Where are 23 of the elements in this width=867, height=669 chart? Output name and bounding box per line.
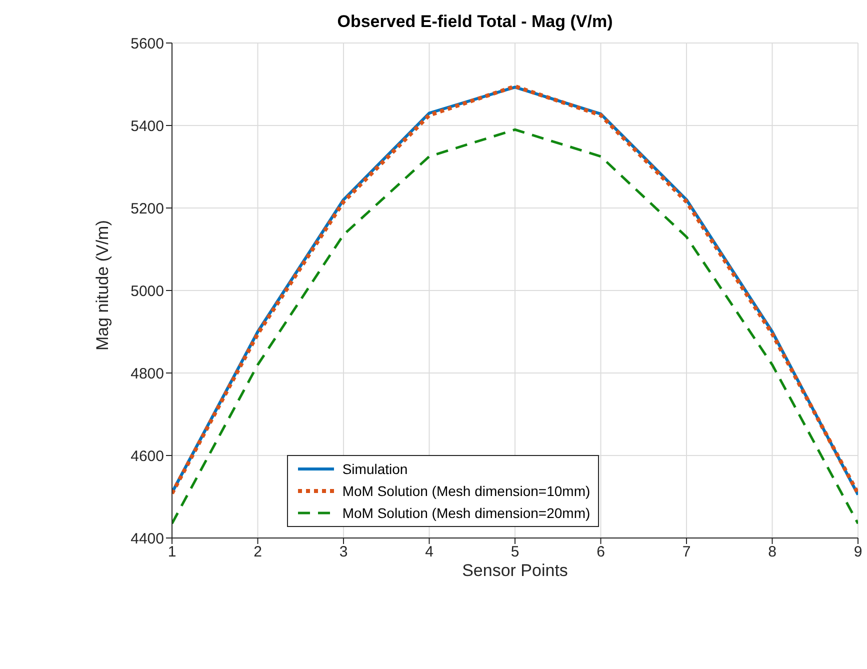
y-tick-label: 5000 <box>130 282 164 300</box>
line-series <box>172 128 858 525</box>
x-tick-label: 4 <box>425 544 434 561</box>
y-tick-label: 4600 <box>130 448 164 465</box>
x-axis-title: Sensor Points <box>462 561 568 580</box>
y-axis-title: Mag nitude (V/m) <box>93 220 112 350</box>
x-tick-label: 9 <box>854 544 862 561</box>
chart-title: Observed E-field Total - Mag (V/m) <box>336 12 614 32</box>
x-tick-label: 6 <box>596 544 605 561</box>
x-tick-label: 1 <box>168 544 176 561</box>
x-tick-label: 2 <box>254 544 262 561</box>
y-tick-label: 5400 <box>130 118 164 135</box>
y-tick-label: 4800 <box>130 365 164 382</box>
y-tick-label: 4400 <box>130 530 164 548</box>
legend-label: MoM Solution (Mesh dimension=20mm) <box>342 504 590 523</box>
x-tick-label: 5 <box>510 544 520 561</box>
x-tick-label: 8 <box>768 544 776 561</box>
legend-label: MoM Solution (Mesh dimension=10mm) <box>342 482 590 501</box>
y-tick-label: 5600 <box>130 35 164 52</box>
y-tick-label: 5200 <box>130 200 164 218</box>
x-tick-label: 7 <box>682 544 691 561</box>
legend-label: Simulation <box>342 460 408 479</box>
x-tick-label: 3 <box>339 544 348 561</box>
